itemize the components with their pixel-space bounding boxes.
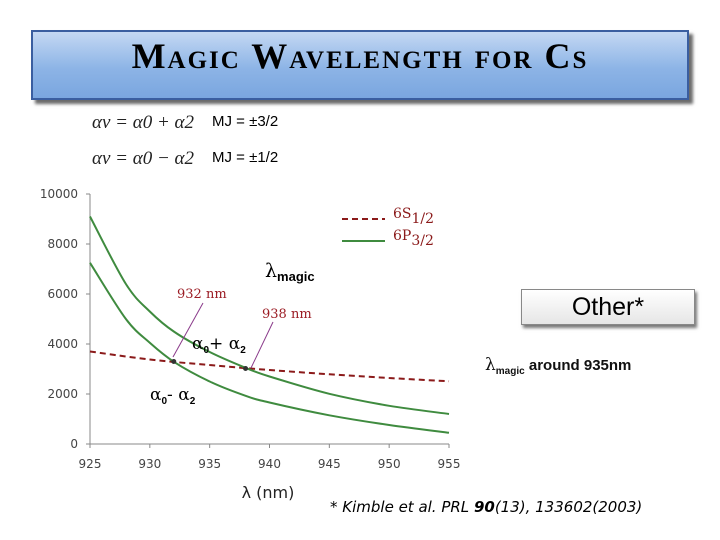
citation: * Kimble et al. PRL 90(13), 133602(2003)	[330, 498, 642, 516]
y-tick-label: 10000	[40, 187, 78, 201]
alpha-minus-annotation: α0- α2	[150, 385, 196, 407]
label-938nm: 938 nm	[262, 307, 312, 322]
x-tick-label: 950	[378, 457, 401, 471]
x-tick-label: 945	[318, 457, 341, 471]
series-line-0	[89, 350, 450, 383]
x-tick-label: 930	[138, 457, 161, 471]
citation-volume: 90	[473, 498, 495, 516]
other-box: Other*	[521, 289, 695, 325]
formula-minus: αν = α0 − α2	[92, 148, 194, 169]
citation-pre: * Kimble et al. PRL	[330, 498, 474, 516]
legend-label-1: 6P3/2	[393, 228, 434, 249]
x-tick-label: 925	[79, 457, 102, 471]
legend-label-main: 6P	[393, 228, 411, 244]
pointer-932	[172, 302, 204, 358]
legend-label-0: 6S1/2	[393, 206, 434, 227]
title-banner	[31, 30, 689, 100]
page-title: Magic Wavelength for Cs	[131, 36, 589, 76]
legend-label-sub: 1/2	[412, 211, 435, 227]
y-tick-label: 8000	[47, 237, 78, 251]
note-lambda: λ	[485, 355, 496, 375]
citation-post: (13), 133602(2003)	[494, 498, 643, 516]
y-tick-label: 6000	[47, 287, 78, 301]
x-axis-title: λ (nm)	[242, 483, 295, 502]
series-line-1	[89, 216, 450, 415]
legend-label-main: 6S	[393, 206, 412, 222]
mj-label-3-2: MJ = ±3/2	[212, 113, 279, 130]
alpha-plus-annotation: α0+ α2	[192, 334, 246, 356]
x-tick-label: 935	[198, 457, 221, 471]
crossing-point-0	[171, 359, 177, 364]
note-text: around 935nm	[524, 357, 632, 374]
x-tick-label: 955	[438, 457, 461, 471]
y-tick-label: 2000	[47, 387, 78, 401]
label-932nm: 932 nm	[177, 287, 227, 302]
y-tick-label: 0	[70, 437, 78, 451]
y-tick-label: 4000	[47, 337, 78, 351]
note-sub: magic	[495, 366, 525, 377]
crossing-point-1	[243, 366, 249, 371]
mj-label-1-2: MJ = ±1/2	[212, 149, 279, 166]
magic-note: λmagic around 935nm	[485, 355, 631, 377]
legend-label-sub: 3/2	[411, 233, 434, 249]
series-line-2	[89, 262, 450, 434]
x-tick-label: 940	[258, 457, 281, 471]
lambda-magic-annotation: λmagic	[265, 260, 315, 284]
formula-plus: αν = α0 + α2	[92, 112, 194, 133]
pointer-938	[250, 321, 274, 369]
